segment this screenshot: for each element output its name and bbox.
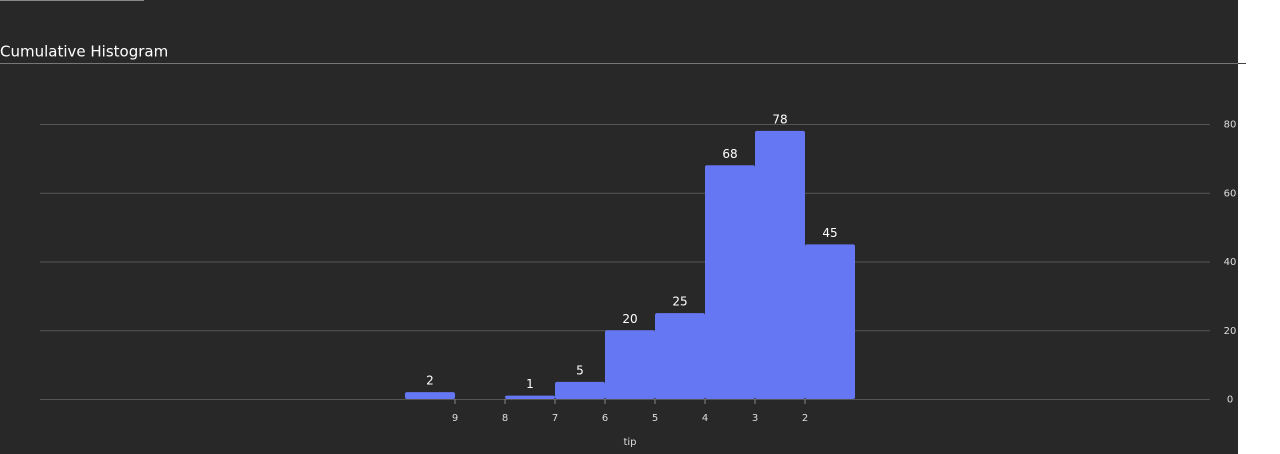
histogram-bar bbox=[405, 392, 455, 399]
data-label: 20 bbox=[622, 312, 637, 326]
x-tick-label: 9 bbox=[452, 413, 458, 424]
y-tick-label: 80 bbox=[1224, 120, 1237, 131]
histogram-bar bbox=[655, 313, 705, 399]
x-tick-label: 4 bbox=[702, 413, 708, 424]
chart-title: Cumulative Histogram bbox=[0, 43, 168, 61]
data-label: 45 bbox=[822, 226, 837, 240]
histogram-bar bbox=[805, 244, 855, 399]
x-axis-title: tip bbox=[623, 437, 636, 448]
data-label: 78 bbox=[772, 112, 787, 126]
x-tick-label: 2 bbox=[802, 413, 808, 424]
histogram-bar bbox=[705, 165, 755, 399]
y-tick-label: 0 bbox=[1227, 395, 1233, 406]
x-tick-label: 5 bbox=[652, 413, 658, 424]
data-label: 68 bbox=[722, 147, 737, 161]
histogram-bar bbox=[555, 381, 605, 399]
data-label: 2 bbox=[426, 374, 434, 388]
y-tick-label: 20 bbox=[1224, 326, 1237, 337]
x-tick-label: 6 bbox=[602, 413, 608, 424]
x-tick-label: 7 bbox=[552, 413, 558, 424]
data-label: 5 bbox=[576, 363, 584, 377]
histogram-bar bbox=[755, 130, 805, 399]
x-tick-label: 3 bbox=[752, 413, 758, 424]
data-label: 1 bbox=[526, 377, 534, 391]
histogram-bar bbox=[505, 395, 555, 399]
y-tick-label: 40 bbox=[1224, 257, 1237, 268]
x-tick-label: 8 bbox=[502, 413, 508, 424]
histogram-bar bbox=[605, 330, 655, 399]
data-label: 25 bbox=[672, 295, 687, 309]
y-tick-label: 60 bbox=[1224, 188, 1237, 199]
